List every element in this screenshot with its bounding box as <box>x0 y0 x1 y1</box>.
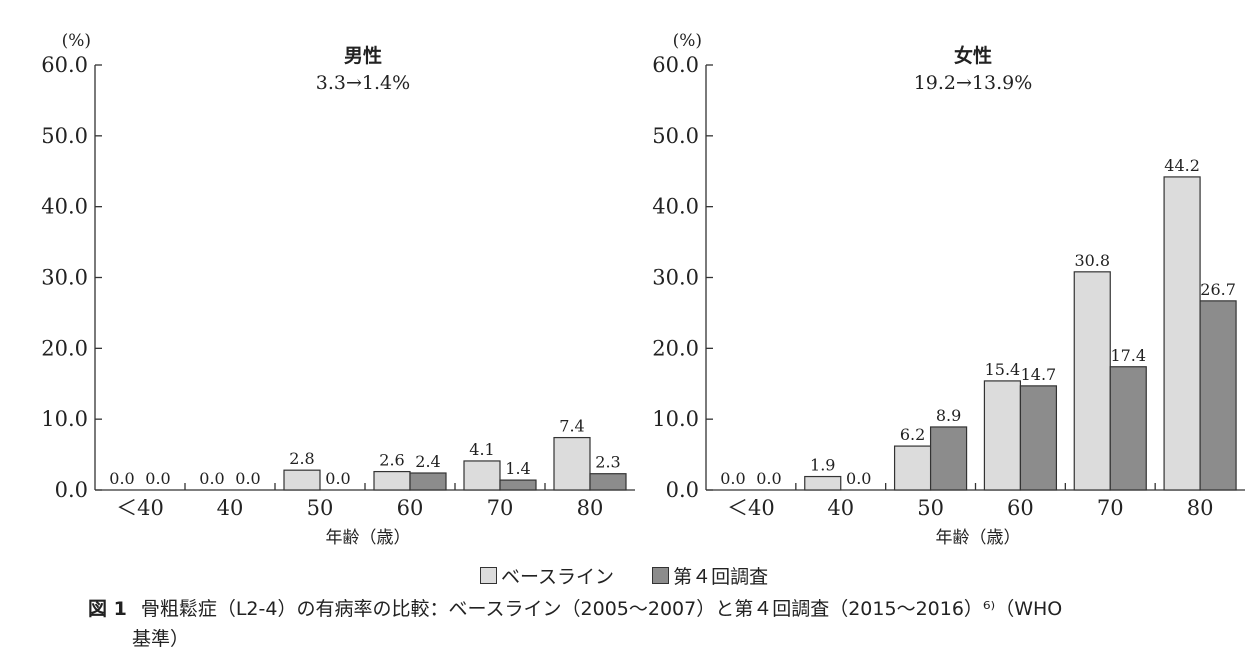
chart2-bar-survey4 <box>1199 300 1237 491</box>
legend-swatch-survey4 <box>652 566 670 584</box>
chart1-x-tick-label: 70 <box>487 496 514 520</box>
chart2-data-label-survey4: 0.0 <box>756 469 781 488</box>
chart1-data-label-survey4: 0.0 <box>145 469 170 488</box>
chart2-bar-baseline <box>1163 176 1201 491</box>
figure-number: 図 1 <box>88 598 127 620</box>
chart1-y-tick-label: 50.0 <box>41 124 88 148</box>
legend-swatch-baseline <box>480 566 497 584</box>
chart1-y-tick-label: 0.0 <box>55 478 88 502</box>
caption-row-2: 基準） <box>88 624 1128 654</box>
chart1-data-label-baseline: 0.0 <box>199 469 224 488</box>
chart2-x-tick-label: 40 <box>827 496 854 520</box>
chart1-x-tick-label: ＜40 <box>116 496 164 520</box>
chart1-data-label-survey4: 2.4 <box>415 452 440 471</box>
legend: ベースライン 第４回調査 <box>480 560 806 590</box>
chart1-data-label-survey4: 0.0 <box>325 469 350 488</box>
chart2-bar-baseline <box>1073 271 1111 491</box>
chart1-data-label-baseline: 7.4 <box>559 417 584 436</box>
legend-label-baseline: ベースライン <box>501 565 615 588</box>
chart1-x-tick-label: 50 <box>307 496 334 520</box>
chart1-subtitle: 3.3→1.4% <box>316 72 410 94</box>
chart1-data-label-survey4: 2.3 <box>595 453 620 472</box>
chart1-data-label-baseline: 4.1 <box>469 440 494 459</box>
chart2-bar-baseline <box>983 380 1022 491</box>
chart2-bar-survey4 <box>929 426 968 491</box>
chart1-bar-baseline <box>553 436 591 491</box>
chart2-y-tick-label: 20.0 <box>652 336 699 360</box>
legend-label-survey4: 第４回調査 <box>673 565 769 588</box>
chart1-data-label-baseline: 2.6 <box>379 451 404 470</box>
chart2-x-tick-label: 80 <box>1187 496 1214 520</box>
chart2-unit-label: (%) <box>673 31 702 51</box>
chart2-data-label-baseline: 6.2 <box>900 425 925 444</box>
chart1-unit-label: (%) <box>62 31 91 51</box>
caption-text-1: 骨粗鬆症（L2‑4）の有病率の比較：ベースライン（2005〜2007）と第４回調… <box>140 598 1063 620</box>
chart1-bar-survey4 <box>499 479 537 491</box>
chart1-data-label-survey4: 1.4 <box>505 459 530 478</box>
chart2-x-axis-label: 年齢（歳） <box>936 528 1021 548</box>
caption-text-2: 基準） <box>132 628 190 650</box>
chart2-bar-baseline <box>804 475 842 491</box>
chart2-bar-survey4 <box>1019 385 1058 491</box>
chart1-title: 男性 <box>344 44 382 67</box>
chart2-y-tick-label: 10.0 <box>652 407 699 431</box>
chart2-bar-survey4 <box>1109 366 1147 491</box>
chart2-data-label-baseline: 30.8 <box>1074 251 1110 270</box>
chart2-y-tick-label: 0.0 <box>666 478 699 502</box>
chart2-x-tick-label: ＜40 <box>727 496 775 520</box>
chart2-x-tick-label: 50 <box>917 496 944 520</box>
chart2-data-label-survey4: 8.9 <box>936 406 961 425</box>
chart2-x-tick-label: 70 <box>1097 496 1124 520</box>
chart1-x-tick-label: 80 <box>577 496 604 520</box>
chart1-bar-baseline <box>373 470 411 491</box>
chart1-data-label-baseline: 0.0 <box>109 469 134 488</box>
chart2-y-tick-label: 60.0 <box>652 53 699 77</box>
chart2-x-tick-label: 60 <box>1007 496 1034 520</box>
chart1-x-tick-label: 60 <box>397 496 424 520</box>
caption-row-1: 図 1 骨粗鬆症（L2‑4）の有病率の比較：ベースライン（2005〜2007）と第… <box>88 594 1128 624</box>
chart2-data-label-baseline: 1.9 <box>810 456 835 475</box>
chart2-data-label-survey4: 14.7 <box>1021 365 1057 384</box>
chart2-data-label-survey4: 17.4 <box>1110 346 1146 365</box>
chart2-data-label-survey4: 0.0 <box>846 469 871 488</box>
chart1-y-tick-label: 60.0 <box>41 53 88 77</box>
chart2-subtitle: 19.2→13.9% <box>914 72 1033 94</box>
chart1-y-tick-label: 40.0 <box>41 195 88 219</box>
chart1-bar-baseline <box>463 460 501 491</box>
chart1-x-axis-label: 年齢（歳） <box>326 528 411 548</box>
legend-item-survey4: 第４回調査 <box>652 562 768 589</box>
chart2-data-label-baseline: 15.4 <box>985 360 1021 379</box>
chart1-y-tick-label: 20.0 <box>41 336 88 360</box>
chart2-data-label-baseline: 0.0 <box>720 469 745 488</box>
chart1-bar-survey4 <box>409 472 447 491</box>
chart2-y-tick-label: 30.0 <box>652 266 699 290</box>
chart1-bar-baseline <box>283 469 321 491</box>
chart1-y-tick-label: 30.0 <box>41 266 88 290</box>
figure-caption: 図 1 骨粗鬆症（L2‑4）の有病率の比較：ベースライン（2005〜2007）と第… <box>88 594 1128 654</box>
chart1-data-label-baseline: 2.8 <box>289 449 314 468</box>
chart2-data-label-survey4: 26.7 <box>1200 280 1236 299</box>
chart2-bar-baseline <box>893 445 932 491</box>
chart2-y-tick-label: 40.0 <box>652 195 699 219</box>
chart1-bar-survey4 <box>589 473 627 491</box>
legend-item-baseline: ベースライン <box>480 562 614 589</box>
chart1-data-label-survey4: 0.0 <box>235 469 260 488</box>
chart1-x-tick-label: 40 <box>217 496 244 520</box>
chart2-title: 女性 <box>954 44 992 67</box>
chart2-y-tick-label: 50.0 <box>652 124 699 148</box>
chart2-data-label-baseline: 44.2 <box>1164 156 1200 175</box>
chart1-y-tick-label: 10.0 <box>41 407 88 431</box>
